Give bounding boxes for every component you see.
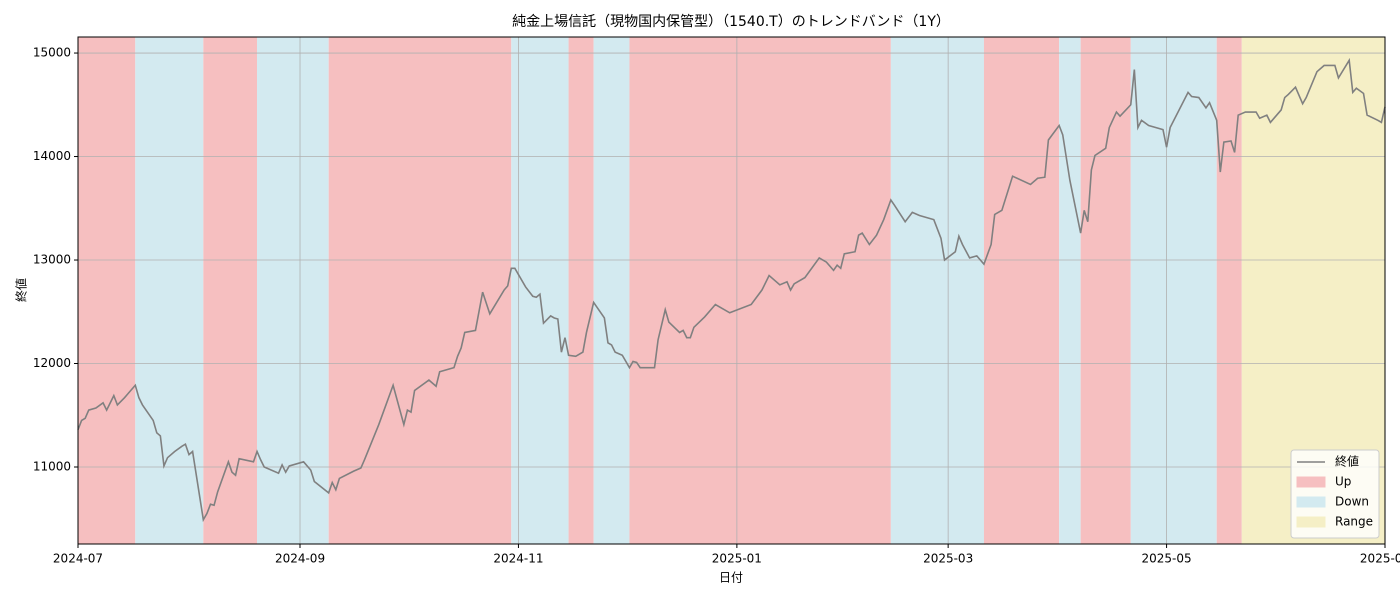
x-tick-label: 2025-07 <box>1360 552 1400 566</box>
y-tick-label: 15000 <box>33 46 71 60</box>
trend-band <box>1130 37 1217 544</box>
trend-band <box>511 37 569 544</box>
trend-band <box>1059 37 1081 544</box>
y-tick-label: 13000 <box>33 253 71 267</box>
trend-band <box>983 37 1060 544</box>
legend-label: 終値 <box>1335 454 1359 469</box>
trend-band <box>1080 37 1131 544</box>
legend-patch <box>1296 496 1326 508</box>
x-tick-label: 2025-03 <box>923 552 973 566</box>
x-tick-label: 2024-07 <box>53 552 103 566</box>
legend-label: Range <box>1335 515 1373 529</box>
price-line <box>77 57 1386 523</box>
x-tick-label: 2024-09 <box>275 552 325 566</box>
x-axis-label: 日付 <box>719 571 743 585</box>
legend-patch <box>1296 476 1326 488</box>
trend-band <box>78 37 136 544</box>
legend-label: Up <box>1335 475 1351 489</box>
y-tick-label: 12000 <box>33 356 71 370</box>
legend-patch <box>1296 516 1326 528</box>
y-axis-label: 終値 <box>14 278 29 302</box>
trend-band <box>328 37 512 544</box>
trend-band <box>890 37 984 544</box>
legend-label: Down <box>1335 495 1369 509</box>
trend-band <box>257 37 329 544</box>
x-tick-label: 2024-11 <box>493 552 543 566</box>
chart-title: 純金上場信託（現物国内保管型）（1540.T）のトレンドバンド（1Y） <box>512 14 950 30</box>
trend-band <box>593 37 630 544</box>
x-tick-label: 2025-01 <box>712 552 762 566</box>
trend-band <box>203 37 258 544</box>
trend-band <box>568 37 594 544</box>
trend-band <box>135 37 204 544</box>
y-tick-label: 11000 <box>33 460 71 474</box>
legend: 終値 Up Down Range <box>1290 449 1380 539</box>
legend-box <box>1290 449 1380 539</box>
plot-frame <box>77 36 1386 545</box>
x-tick-label: 2025-05 <box>1141 552 1191 566</box>
trend-band <box>1216 37 1242 544</box>
y-tick-label: 14000 <box>33 149 71 163</box>
trend-band <box>629 37 891 544</box>
